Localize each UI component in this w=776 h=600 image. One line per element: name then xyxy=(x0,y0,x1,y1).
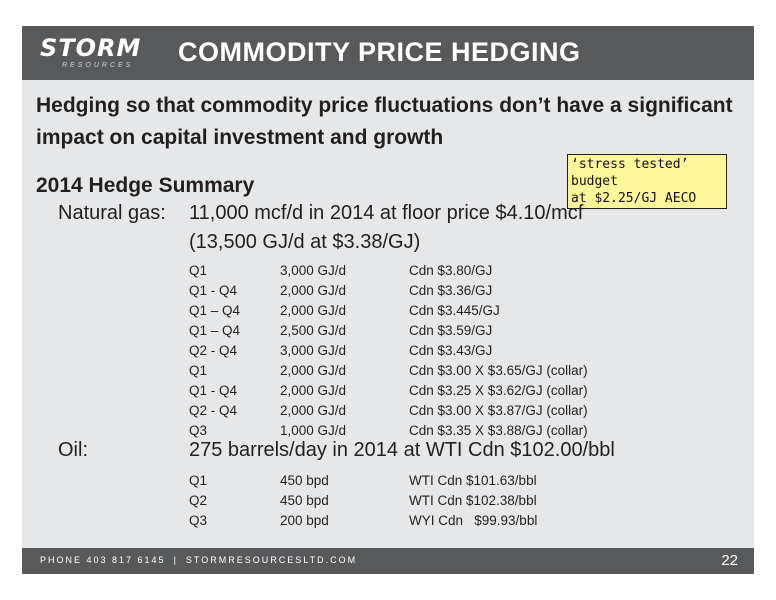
gas-hedge-row: Q1 – Q4 2,000 GJ/d Cdn $3.445/GJ xyxy=(189,303,729,323)
footer-separator: | xyxy=(173,555,178,565)
price-cell: WTI Cdn $101.63/bbl xyxy=(409,473,537,488)
period-cell: Q1 – Q4 xyxy=(189,323,241,338)
lead-statement: Hedging so that commodity price fluctuat… xyxy=(36,94,733,149)
period-cell: Q3 xyxy=(189,513,208,528)
gas-hedge-table: Q1 3,000 GJ/d Cdn $3.80/GJ Q1 - Q4 2,000… xyxy=(189,263,729,443)
footer-website[interactable]: STORMRESOURCESLTD.COM xyxy=(185,555,358,565)
gas-label: Natural gas: xyxy=(58,202,166,224)
callout-line-1: ‘stress tested’ budget xyxy=(571,157,689,189)
oil-hedge-row: Q2 450 bpd WTI Cdn $102.38/bbl xyxy=(189,493,729,513)
gas-hedge-row: Q2 - Q4 2,000 GJ/d Cdn $3.00 X $3.87/GJ … xyxy=(189,403,729,423)
callout-line-2: at $2.25/GJ AECO xyxy=(571,191,697,206)
gas-hedge-row: Q1 – Q4 2,500 GJ/d Cdn $3.59/GJ xyxy=(189,323,729,343)
summary-heading: 2014 Hedge Summary xyxy=(36,174,255,197)
volume-cell: 450 bpd xyxy=(280,493,329,508)
volume-cell: 2,000 GJ/d xyxy=(280,283,347,298)
oil-hedge-row: Q1 450 bpd WTI Cdn $101.63/bbl xyxy=(189,473,729,493)
footer-bar: PHONE 403 817 6145 | STORMRESOURCESLTD.COM… xyxy=(22,548,754,574)
volume-cell: 2,500 GJ/d xyxy=(280,323,347,338)
page-number: 22 xyxy=(721,552,738,569)
gas-hedge-row: Q1 - Q4 2,000 GJ/d Cdn $3.25 X $3.62/GJ … xyxy=(189,383,729,403)
footer-contact: PHONE 403 817 6145 | STORMRESOURCESLTD.COM xyxy=(40,555,357,565)
gas-hedge-row: Q1 - Q4 2,000 GJ/d Cdn $3.36/GJ xyxy=(189,283,729,303)
period-cell: Q1 - Q4 xyxy=(189,283,238,298)
volume-cell: 2,000 GJ/d xyxy=(280,363,347,378)
period-cell: Q2 xyxy=(189,493,208,508)
stress-test-callout: ‘stress tested’ budget at $2.25/GJ AECO xyxy=(567,154,727,209)
gas-hedge-row: Q3 1,000 GJ/d Cdn $3.35 X $3.88/GJ (coll… xyxy=(189,423,729,443)
period-cell: Q1 xyxy=(189,263,208,278)
oil-hedge-table: Q1 450 bpd WTI Cdn $101.63/bbl Q2 450 bp… xyxy=(189,473,729,533)
logo-wordmark: STORM xyxy=(40,34,142,62)
gas-summary-line-1: 11,000 mcf/d in 2014 at floor price $4.1… xyxy=(189,202,584,224)
gas-hedge-row: Q2 - Q4 3,000 GJ/d Cdn $3.43/GJ xyxy=(189,343,729,363)
volume-cell: 2,000 GJ/d xyxy=(280,303,347,318)
period-cell: Q2 - Q4 xyxy=(189,403,238,418)
volume-cell: 450 bpd xyxy=(280,473,329,488)
slide-title: COMMODITY PRICE HEDGING xyxy=(178,37,581,67)
period-cell: Q1 - Q4 xyxy=(189,383,238,398)
period-cell: Q1 – Q4 xyxy=(189,303,241,318)
period-cell: Q3 xyxy=(189,423,208,438)
price-cell: Cdn $3.35 X $3.88/GJ (collar) xyxy=(409,423,588,438)
price-cell: Cdn $3.25 X $3.62/GJ (collar) xyxy=(409,383,588,398)
oil-hedge-row: Q3 200 bpd WYI Cdn $99.93/bbl xyxy=(189,513,729,533)
price-cell: Cdn $3.59/GJ xyxy=(409,323,493,338)
volume-cell: 3,000 GJ/d xyxy=(280,343,347,358)
price-cell: Cdn $3.00 X $3.87/GJ (collar) xyxy=(409,403,588,418)
gas-summary-line-2: (13,500 GJ/d at $3.38/GJ) xyxy=(189,231,421,253)
price-cell: WYI Cdn $99.93/bbl xyxy=(409,513,538,528)
volume-cell: 2,000 GJ/d xyxy=(280,383,347,398)
footer-phone: PHONE 403 817 6145 xyxy=(40,555,166,565)
volume-cell: 3,000 GJ/d xyxy=(280,263,347,278)
logo-subtitle: RESOURCES xyxy=(62,62,134,69)
oil-summary-line: 275 barrels/day in 2014 at WTI Cdn $102.… xyxy=(189,439,615,461)
price-cell: Cdn $3.445/GJ xyxy=(409,303,500,318)
period-cell: Q1 xyxy=(189,473,208,488)
period-cell: Q2 - Q4 xyxy=(189,343,238,358)
price-cell: Cdn $3.43/GJ xyxy=(409,343,493,358)
slide: STORM RESOURCES COMMODITY PRICE HEDGING … xyxy=(22,26,754,574)
volume-cell: 2,000 GJ/d xyxy=(280,403,347,418)
price-cell: Cdn $3.80/GJ xyxy=(409,263,493,278)
price-cell: Cdn $3.36/GJ xyxy=(409,283,493,298)
volume-cell: 1,000 GJ/d xyxy=(280,423,347,438)
price-cell: Cdn $3.00 X $3.65/GJ (collar) xyxy=(409,363,588,378)
oil-label: Oil: xyxy=(58,439,88,461)
gas-hedge-row: Q1 2,000 GJ/d Cdn $3.00 X $3.65/GJ (coll… xyxy=(189,363,729,383)
volume-cell: 200 bpd xyxy=(280,513,329,528)
gas-hedge-row: Q1 3,000 GJ/d Cdn $3.80/GJ xyxy=(189,263,729,283)
period-cell: Q1 xyxy=(189,363,208,378)
price-cell: WTI Cdn $102.38/bbl xyxy=(409,493,537,508)
header-bar: STORM RESOURCES COMMODITY PRICE HEDGING xyxy=(22,26,754,80)
storm-logo: STORM RESOURCES xyxy=(40,34,160,74)
